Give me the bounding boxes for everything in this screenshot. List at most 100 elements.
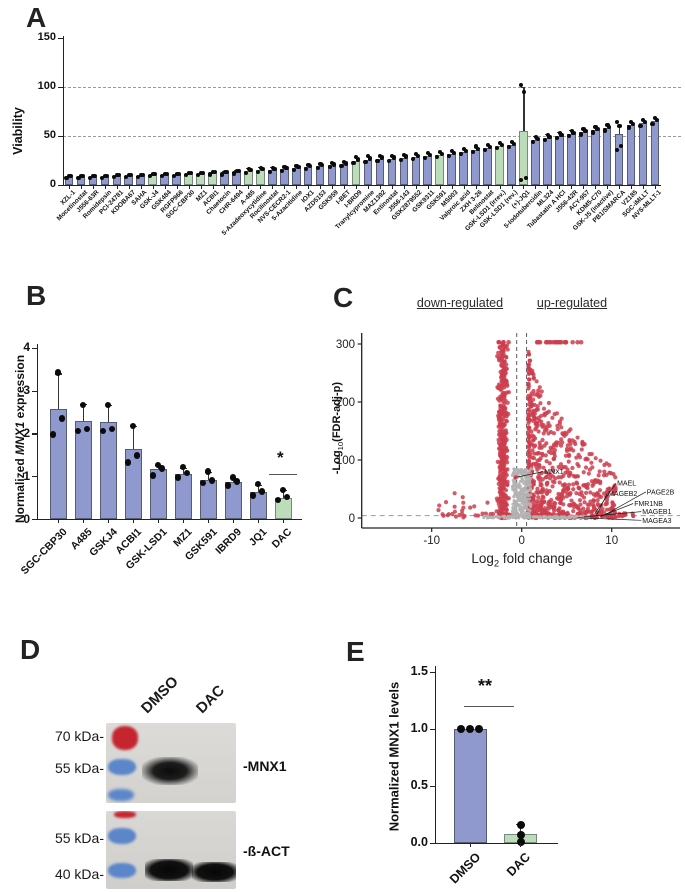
x-tick xyxy=(344,185,346,189)
wb-ladder-blue-40b xyxy=(108,863,136,878)
data-point xyxy=(471,149,476,155)
data-point xyxy=(574,474,579,479)
data-point xyxy=(567,437,572,443)
wb-target-label-mnx1: -MNX1 xyxy=(243,758,287,774)
x-tick xyxy=(164,185,166,189)
x-tick xyxy=(367,185,369,189)
data-point xyxy=(517,492,521,496)
data-point xyxy=(574,491,579,496)
y-tick xyxy=(32,519,37,521)
y-tick-label: 0 xyxy=(23,511,30,526)
data-point xyxy=(557,511,562,516)
data-point xyxy=(512,509,516,513)
data-point xyxy=(415,153,421,158)
data-point xyxy=(354,155,359,160)
data-point xyxy=(582,483,587,488)
data-point xyxy=(542,443,547,448)
data-point xyxy=(504,355,509,360)
data-point xyxy=(513,514,517,519)
error-bar xyxy=(183,467,185,479)
y-tick xyxy=(32,433,37,435)
data-point xyxy=(533,421,538,426)
gene-label-mael: MAEL xyxy=(617,481,636,488)
data-point xyxy=(504,362,509,367)
data-point xyxy=(571,130,576,136)
data-point xyxy=(544,488,549,493)
bar xyxy=(567,134,576,185)
wb-ladder-blue-55 xyxy=(108,759,136,775)
data-point xyxy=(530,448,535,453)
data-point xyxy=(553,515,558,519)
data-point xyxy=(517,482,521,486)
data-point xyxy=(539,419,544,424)
data-point xyxy=(500,368,505,374)
bar xyxy=(74,421,92,519)
wb-lane-label-dac: DAC xyxy=(192,681,228,717)
data-point xyxy=(482,514,487,518)
data-point xyxy=(559,475,564,480)
data-point xyxy=(258,488,266,495)
data-point xyxy=(546,420,551,426)
data-point xyxy=(575,339,580,345)
data-point xyxy=(592,478,597,483)
data-point xyxy=(595,127,600,132)
data-point xyxy=(598,458,603,463)
data-point xyxy=(497,345,502,350)
category-label: JQ1 xyxy=(246,526,270,549)
data-point xyxy=(222,169,227,174)
x-tick xyxy=(183,519,184,523)
data-point xyxy=(461,147,467,152)
data-point xyxy=(542,515,546,520)
x-tick xyxy=(487,185,489,189)
bar xyxy=(303,167,313,185)
data-point xyxy=(630,513,636,518)
data-point xyxy=(502,515,506,519)
data-point xyxy=(437,150,443,155)
data-point xyxy=(581,495,587,500)
x-axis xyxy=(435,843,558,845)
data-point xyxy=(74,428,82,435)
data-point xyxy=(524,503,528,508)
data-point xyxy=(387,158,392,163)
data-point xyxy=(576,486,582,491)
data-point xyxy=(88,176,93,181)
annotation-leader-line xyxy=(605,491,646,515)
data-point xyxy=(559,132,564,138)
data-point xyxy=(496,481,501,486)
x-tick xyxy=(403,185,405,189)
data-point xyxy=(535,136,540,142)
data-point xyxy=(561,495,566,500)
data-point xyxy=(436,508,441,513)
data-point xyxy=(551,505,557,510)
data-point xyxy=(542,138,547,143)
data-point xyxy=(536,339,542,345)
data-point xyxy=(522,516,527,520)
y-tick xyxy=(58,185,63,187)
data-point xyxy=(532,411,537,416)
data-point xyxy=(402,153,407,158)
data-point xyxy=(655,118,660,123)
data-point xyxy=(526,458,531,464)
data-point xyxy=(547,461,552,466)
data-point xyxy=(504,378,509,383)
data-point xyxy=(482,148,488,153)
x-axis xyxy=(37,519,302,521)
wb-ladder-blue-55b xyxy=(108,828,136,844)
data-point xyxy=(503,470,508,475)
data-point xyxy=(586,471,591,476)
x-tick-label: -10 xyxy=(423,535,440,547)
data-point xyxy=(653,116,658,121)
data-point xyxy=(566,429,571,434)
data-point xyxy=(511,478,515,482)
data-point xyxy=(573,441,578,447)
data-point xyxy=(564,431,569,437)
bar xyxy=(279,169,289,185)
data-point xyxy=(502,457,507,463)
x-tick xyxy=(475,185,477,189)
data-point xyxy=(526,414,531,419)
data-point xyxy=(172,174,177,179)
data-point xyxy=(174,171,179,176)
data-point xyxy=(81,174,86,179)
x-tick xyxy=(272,185,274,189)
data-point xyxy=(154,461,162,469)
